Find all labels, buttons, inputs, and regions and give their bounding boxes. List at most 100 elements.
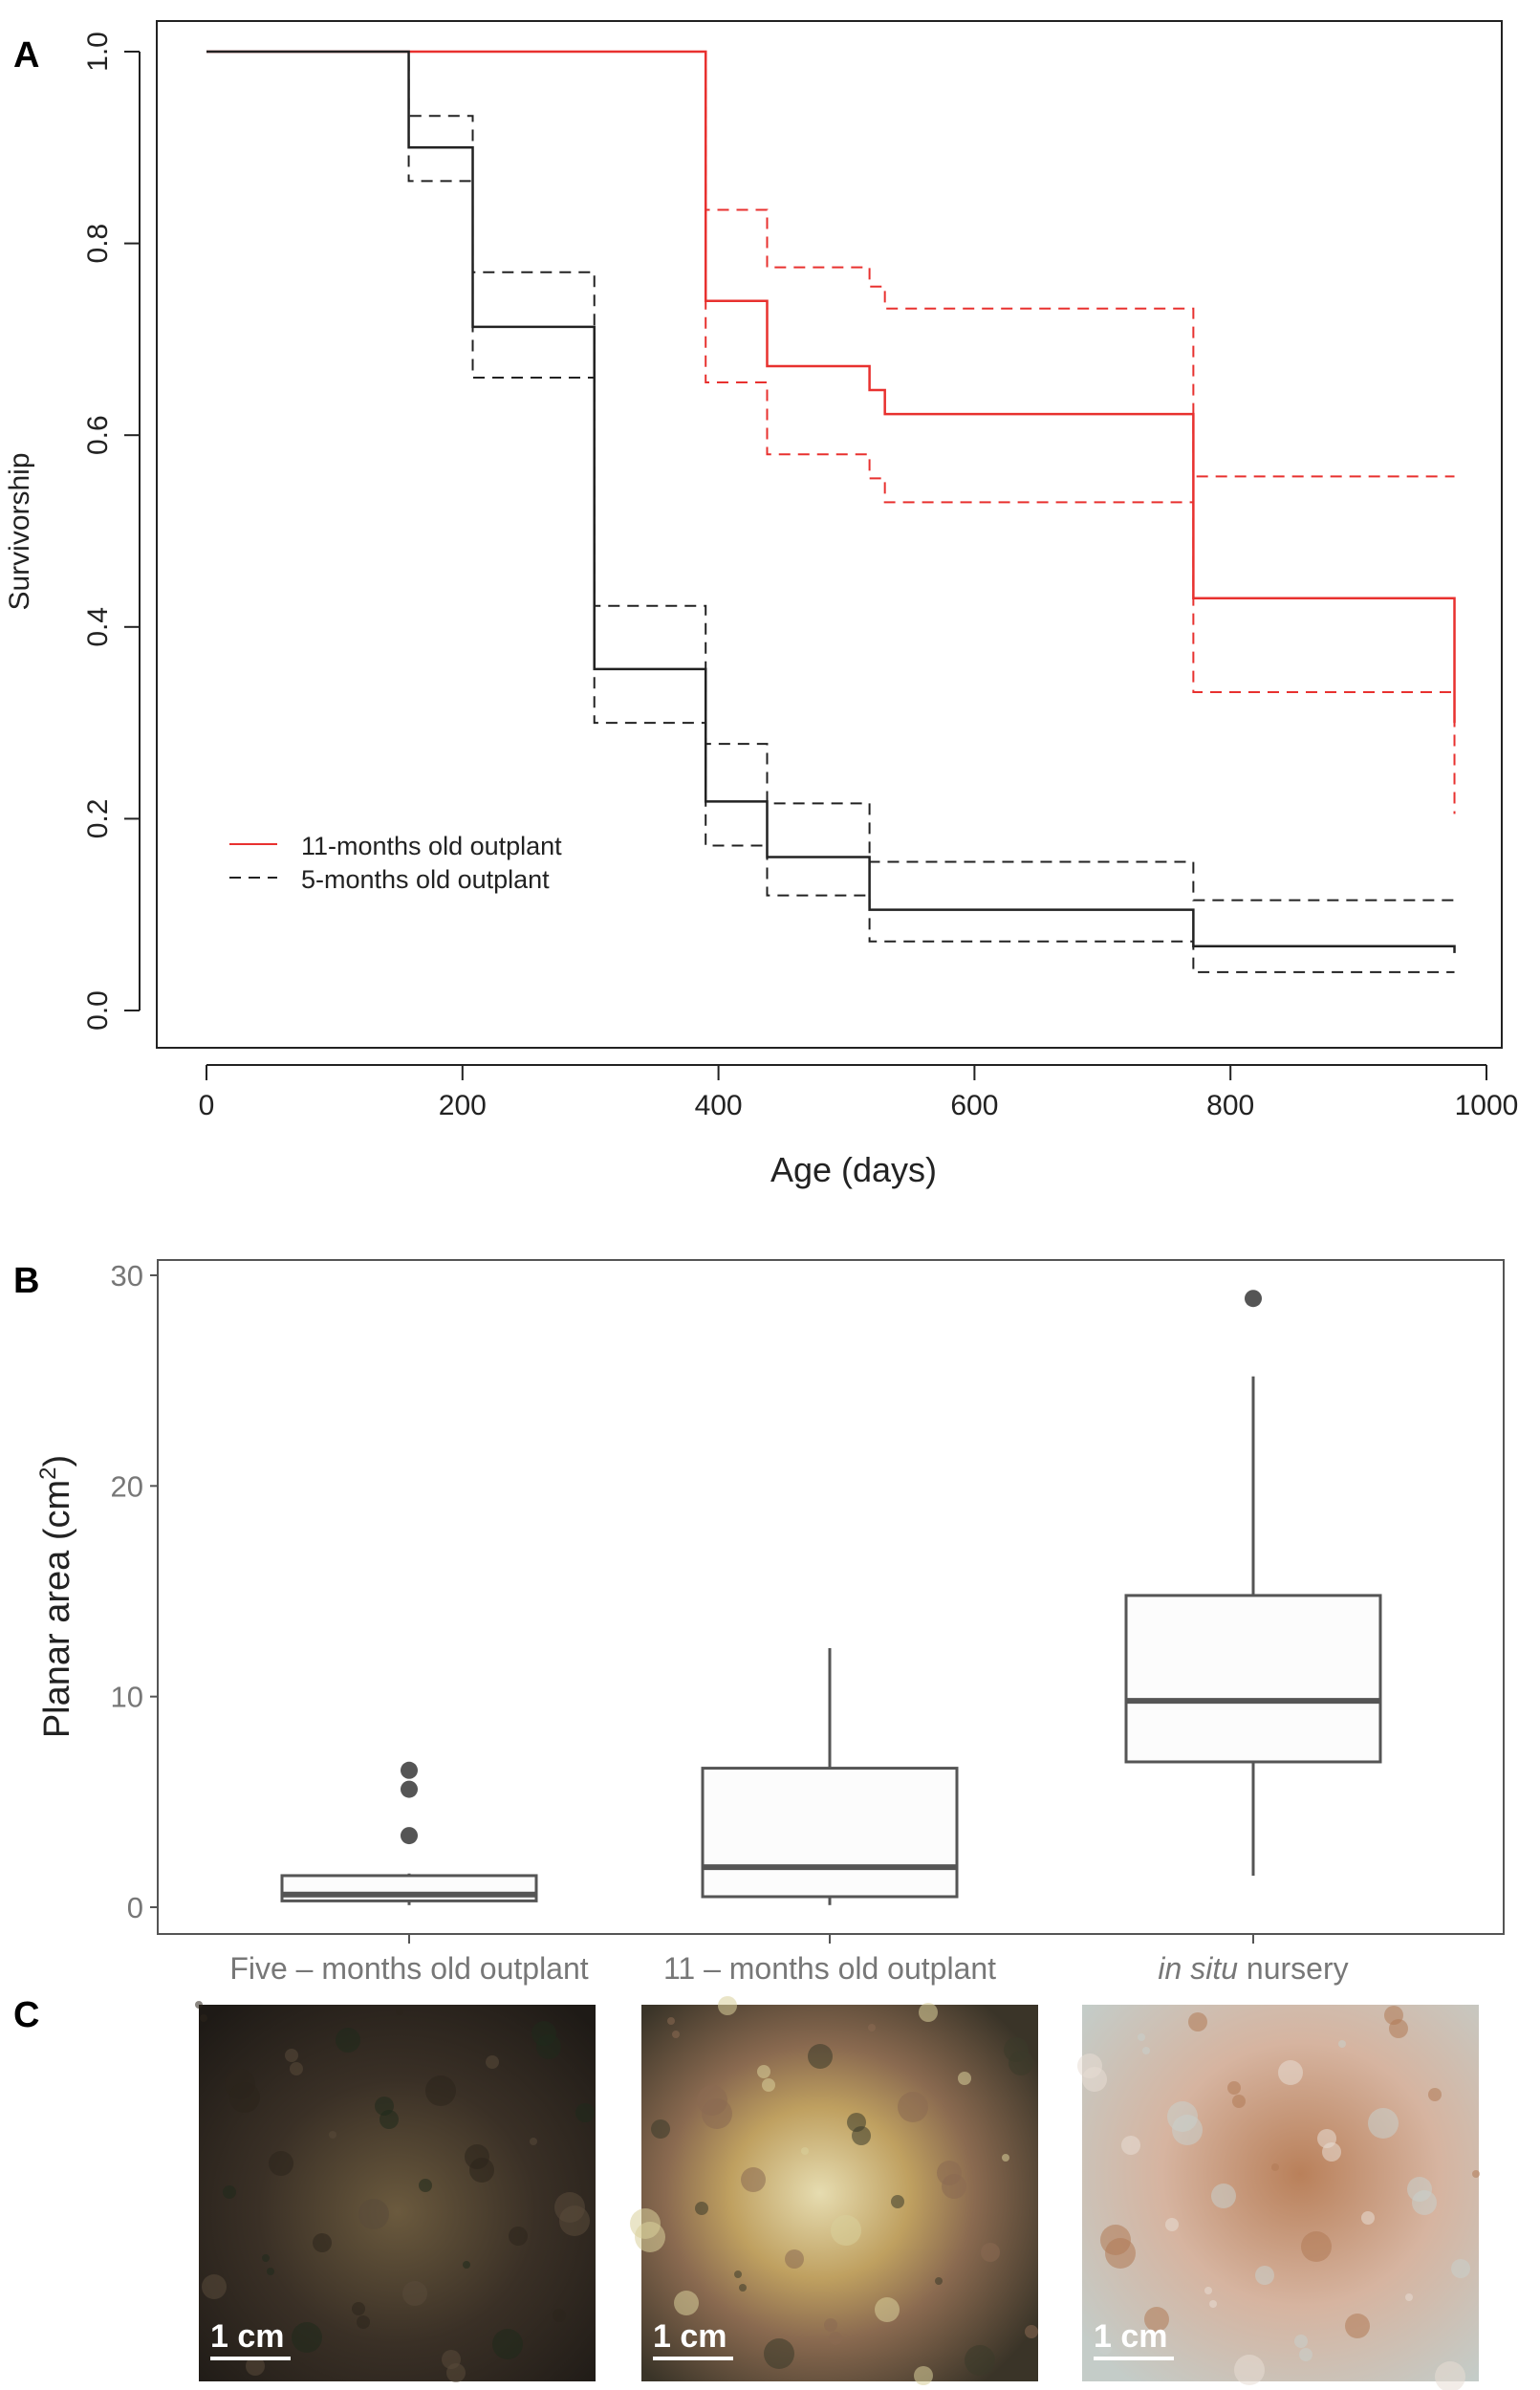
photo-texture	[509, 2227, 528, 2246]
photo-texture	[1301, 2231, 1332, 2262]
photo-texture	[1361, 2211, 1375, 2225]
photo-texture	[202, 2274, 227, 2299]
outlier-point	[401, 1827, 418, 1845]
category-label: Five – months old outplant	[229, 1951, 588, 1986]
x-tick-label: 0	[199, 1090, 215, 1121]
photo-texture	[553, 2309, 566, 2322]
photo-texture	[739, 2284, 747, 2292]
photo-texture	[958, 2072, 971, 2085]
photo-texture	[1227, 2081, 1241, 2095]
plot-a-frame	[156, 20, 1503, 1049]
panel-label-b: B	[13, 1261, 39, 1301]
photo-texture	[1299, 2348, 1312, 2361]
photo-texture	[313, 2233, 332, 2252]
outlier-point	[401, 1761, 418, 1779]
photo-texture	[229, 2082, 260, 2113]
photo-texture	[195, 2001, 203, 2009]
x-tick-label: 1000	[1455, 1090, 1519, 1121]
photo-texture	[741, 2167, 766, 2192]
photo-texture	[336, 2028, 360, 2053]
photo-texture	[290, 2062, 303, 2075]
photo-texture	[757, 2065, 770, 2078]
photo-texture	[875, 2297, 900, 2322]
photo-texture	[1405, 2293, 1413, 2301]
category-label-italic: in situ	[1158, 1951, 1238, 1986]
lower-ci-11-months	[206, 51, 1456, 815]
photo-texture	[891, 2195, 904, 2208]
boxplot: 0 10 20 30 Five – months old outplant 11 – m…	[35, 1259, 1505, 1986]
photo-texture	[1435, 2361, 1465, 2390]
x-tick-label: 600	[950, 1090, 998, 1121]
panel-label-a: A	[13, 35, 39, 76]
y-axis-label: Survivorship	[4, 452, 35, 610]
legend: 11-months old outplant 5-months old outp…	[229, 832, 562, 894]
photo-texture	[1144, 2307, 1169, 2332]
photo-texture	[396, 2008, 403, 2015]
y-tick-label: 30	[111, 1259, 143, 1293]
photo-texture	[852, 2126, 871, 2145]
photo-texture	[635, 2222, 665, 2252]
photo-image	[199, 2005, 596, 2381]
y-tick-label: 0.4	[82, 607, 114, 647]
category-label: in situ nursery	[1158, 1951, 1348, 1986]
upper-ci-11-months	[206, 51, 1455, 478]
box-1: 11 – months old outplant	[663, 1647, 996, 1986]
photo-texture	[868, 2024, 876, 2032]
survival-curve-11-months	[206, 50, 1456, 724]
photo-texture	[402, 2281, 427, 2306]
photo-texture	[1428, 2088, 1442, 2101]
photo-texture	[262, 2254, 270, 2262]
photo-texture	[492, 2329, 523, 2359]
y-tick-label: 0.0	[82, 990, 114, 1031]
photo-texture	[200, 2014, 207, 2022]
legend-label-11-months: 11-months old outplant	[301, 832, 562, 860]
iqr-box	[701, 1767, 959, 1899]
photo-texture	[1368, 2108, 1399, 2139]
photo-texture	[380, 2110, 399, 2129]
photo-texture	[292, 2322, 322, 2353]
category-label-text: nursery	[1238, 1951, 1349, 1986]
photo-texture	[1188, 2012, 1207, 2032]
scale-bar-label: 1 cm	[1094, 2318, 1168, 2355]
coral-photo-2: 1 cm	[630, 1996, 1038, 2385]
x-tick-label: 800	[1206, 1090, 1254, 1121]
x-axis-label: Age (days)	[770, 1150, 937, 1189]
photo-texture	[575, 2103, 595, 2122]
photo-texture	[981, 2243, 1000, 2262]
photo-texture	[1025, 2325, 1038, 2338]
photo-texture	[469, 2158, 494, 2183]
x-tick-label: 200	[439, 1090, 487, 1121]
photo-texture	[801, 2147, 809, 2155]
category-label-text: Five – months old outplant	[229, 1951, 588, 1986]
upper-ci-5-months	[206, 51, 1456, 905]
photo-texture	[718, 1996, 737, 2015]
photo-texture	[1451, 2259, 1470, 2278]
x-tick-label: 400	[695, 1090, 743, 1121]
photo-texture	[702, 2098, 732, 2129]
photo-texture	[1209, 2300, 1217, 2308]
photo-texture	[734, 2270, 742, 2278]
photo-texture	[808, 2044, 833, 2069]
photo-texture	[1105, 2238, 1136, 2269]
photo-texture	[1121, 2136, 1140, 2155]
scale-bar-label: 1 cm	[210, 2318, 285, 2355]
photo-texture	[1002, 2154, 1009, 2162]
y-tick-label: 1.0	[82, 32, 114, 72]
photo-texture	[1211, 2184, 1236, 2208]
photo-texture	[1294, 2335, 1308, 2348]
iqr-box	[1124, 1594, 1382, 1764]
photo-texture	[1389, 2019, 1408, 2038]
photo-texture	[1165, 2218, 1179, 2231]
coral-photo-3: 1 cm	[1077, 2005, 1480, 2390]
photo-texture	[1009, 2051, 1033, 2075]
photo-texture	[1338, 2040, 1346, 2048]
photo-texture	[536, 2034, 561, 2059]
category-label: 11 – months old outplant	[663, 1951, 996, 1986]
photo-texture	[824, 2318, 837, 2332]
outlier-point	[401, 1780, 418, 1798]
y-tick-label: 10	[111, 1681, 143, 1714]
photo-texture	[667, 2017, 675, 2025]
photo-texture	[559, 2205, 590, 2236]
photo-texture	[651, 2119, 670, 2139]
photo-texture	[1472, 2170, 1480, 2178]
